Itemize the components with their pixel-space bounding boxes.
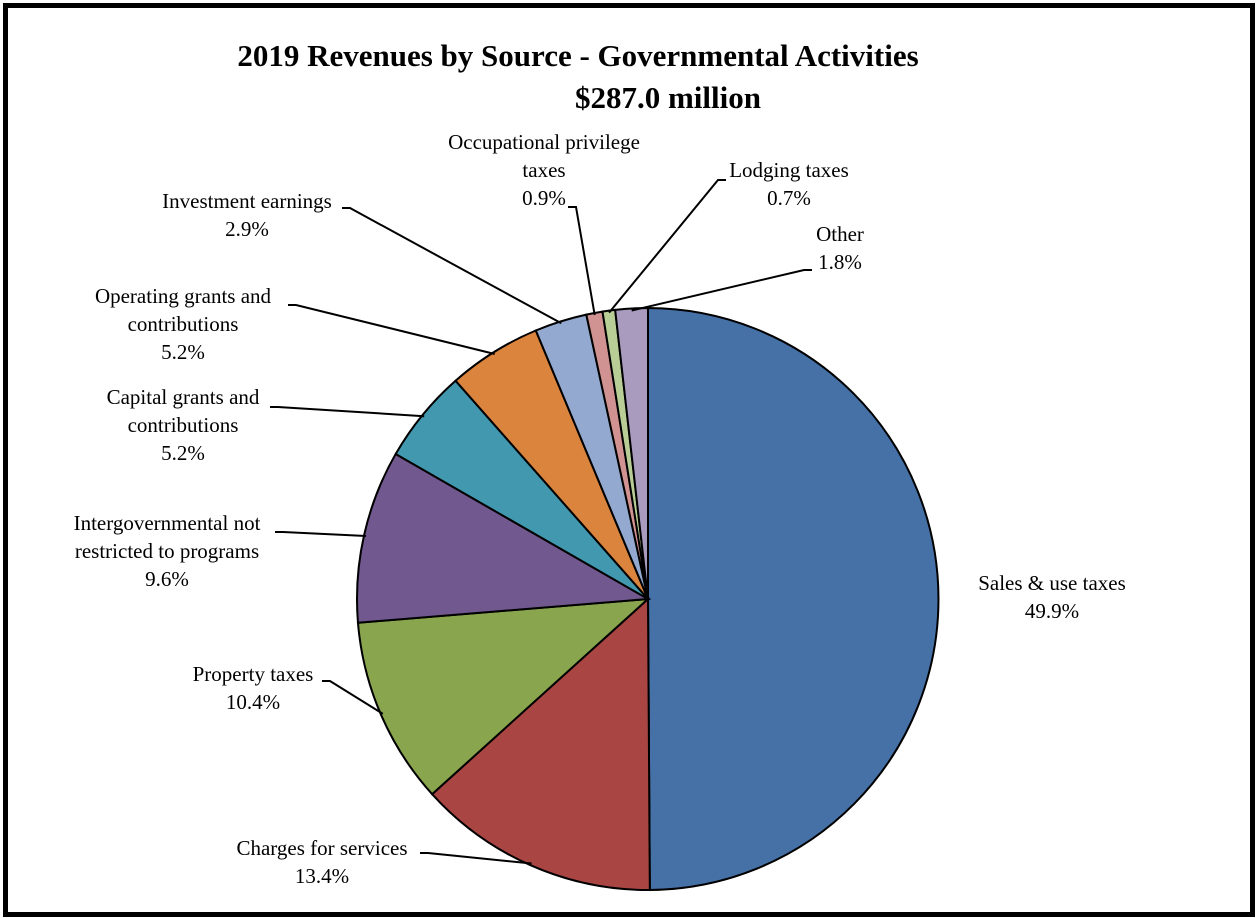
- slice-name-label: Intergovernmental not: [74, 511, 261, 535]
- slice-name-label: Capital grants and: [107, 385, 260, 409]
- leader-line-10: [631, 269, 812, 312]
- slice-label-1: Sales & use taxes 49.9%: [978, 571, 1126, 623]
- slice-label-2: Charges for services 13.4%: [236, 836, 407, 888]
- slice-name-label: Property taxes: [193, 662, 314, 686]
- slice-value-label: 49.9%: [1025, 599, 1079, 623]
- slice-label-10: Other 1.8%: [816, 222, 864, 274]
- slice-value-label: 1.8%: [818, 250, 862, 274]
- slice-name-label: Sales & use taxes: [978, 571, 1126, 595]
- pie-slice-3: [356, 597, 651, 796]
- slice-name-label: restricted to programs: [75, 539, 259, 563]
- leader-line-9: [608, 179, 726, 314]
- slice-value-label: 13.4%: [295, 864, 349, 888]
- slice-label-6: Operating grants and contributions 5.2%: [95, 284, 272, 364]
- slice-value-label: 5.2%: [161, 340, 205, 364]
- slice-value-label: 10.4%: [226, 690, 280, 714]
- leader-line-2: [420, 852, 532, 865]
- leader-line-4: [275, 531, 367, 537]
- leaders-layer: [270, 179, 812, 865]
- slice-label-3: Property taxes 10.4%: [193, 662, 314, 714]
- slice-label-8: Occupational privilege taxes 0.9%: [448, 130, 640, 210]
- slice-value-label: 5.2%: [161, 441, 205, 465]
- slice-name-label: taxes: [522, 158, 565, 182]
- leader-line-6: [288, 304, 495, 355]
- pie-slice-10: [614, 306, 649, 600]
- chart-subtitle: $287.0 million: [575, 80, 761, 115]
- chart-title: 2019 Revenues by Source - Governmental A…: [237, 38, 918, 73]
- slice-label-9: Lodging taxes 0.7%: [729, 158, 849, 210]
- slice-name-label: Charges for services: [236, 836, 407, 860]
- leader-line-5: [270, 406, 425, 418]
- slice-value-label: 2.9%: [225, 217, 269, 241]
- slice-label-4: Intergovernmental not restricted to progr…: [74, 511, 261, 591]
- leader-line-8: [568, 206, 596, 316]
- slice-value-label: 0.9%: [522, 186, 566, 210]
- leader-line-3: [322, 680, 384, 715]
- slice-name-label: Investment earnings: [162, 189, 332, 213]
- slice-value-label: 0.7%: [767, 186, 811, 210]
- pie-slice-1: [647, 306, 940, 891]
- slice-value-label: 9.6%: [145, 567, 189, 591]
- slices-layer: [356, 306, 940, 891]
- slice-name-label: Occupational privilege: [448, 130, 640, 154]
- slice-name-label: Operating grants and: [95, 284, 272, 308]
- slice-name-label: Lodging taxes: [729, 158, 849, 182]
- pie-slice-2: [430, 596, 651, 891]
- leader-line-7: [342, 207, 562, 325]
- slice-label-5: Capital grants and contributions 5.2%: [107, 385, 260, 465]
- slice-name-label: Other: [816, 222, 864, 246]
- slice-name-label: contributions: [128, 413, 239, 437]
- labels-layer: Sales & use taxes 49.9% Charges for servic…: [74, 130, 1126, 888]
- slice-label-7: Investment earnings 2.9%: [162, 189, 332, 241]
- slice-name-label: contributions: [128, 312, 239, 336]
